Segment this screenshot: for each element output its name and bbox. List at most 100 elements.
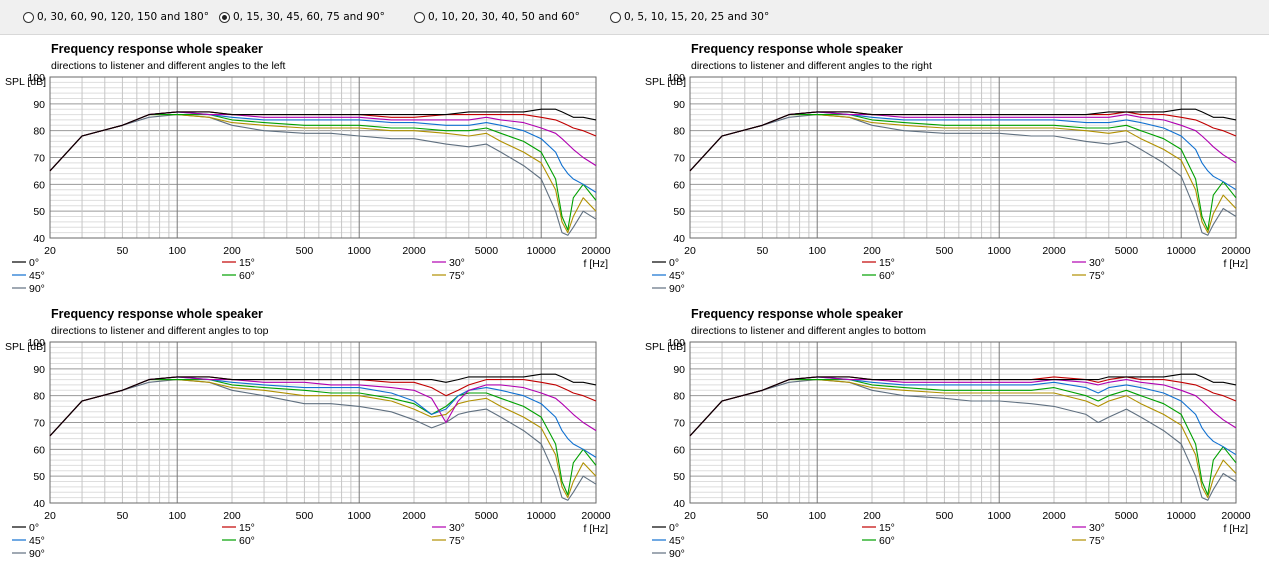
x-tick-label: 50 [757, 510, 769, 522]
legend-label: 45° [29, 270, 45, 282]
series-line-60deg [49, 114, 597, 231]
legend-label: 30° [1089, 522, 1105, 534]
y-tick-label: 90 [673, 99, 685, 111]
series-line-0deg [49, 108, 597, 172]
legend-label: 0° [29, 257, 39, 269]
legend-label: 60° [879, 535, 895, 547]
chart-panel-1: Frequency response whole speaker directio… [645, 42, 1251, 295]
chart-panel-2: Frequency response whole speaker directio… [5, 307, 611, 560]
radio-label: 0, 30, 60, 90, 120, 150 and 180° [37, 11, 209, 23]
legend-label: 90° [29, 283, 45, 295]
x-tick-label: 10000 [1167, 510, 1196, 522]
x-tick-label: 100 [168, 245, 186, 257]
radio-option-0-60[interactable]: 0, 10, 20, 30, 40, 50 and 60° [414, 9, 580, 25]
y-tick-label: 50 [673, 206, 685, 218]
x-tick-label: 500 [936, 245, 954, 257]
x-tick-label: 2000 [402, 245, 426, 257]
legend-label: 75° [449, 270, 465, 282]
plot-frame [689, 341, 1237, 504]
radio-option-0-30[interactable]: 0, 5, 10, 15, 20, 25 and 30° [610, 9, 769, 25]
chart-title: Frequency response whole speaker [691, 42, 903, 56]
series-line-0deg [49, 373, 597, 437]
legend-label: 45° [29, 535, 45, 547]
y-axis-label: SPL [dB] [5, 341, 46, 353]
series-line-30deg [49, 376, 597, 437]
y-tick-label: 80 [33, 391, 45, 403]
y-tick-label: 40 [673, 498, 685, 510]
x-tick-label: 50 [757, 245, 769, 257]
legend-label: 45° [669, 535, 685, 547]
legend-label: 75° [1089, 535, 1105, 547]
series-line-0deg [689, 373, 1237, 437]
chart-subtitle: directions to listener and different ang… [691, 60, 932, 72]
x-tick-label: 1000 [988, 510, 1012, 522]
radio-button-icon[interactable] [610, 11, 621, 23]
plot-frame [49, 341, 597, 504]
legend-label: 30° [1089, 257, 1105, 269]
radio-option-0-90[interactable]: 0, 15, 30, 45, 60, 75 and 90° [219, 9, 385, 25]
x-tick-label: 200 [223, 245, 241, 257]
x-tick-label: 1000 [348, 245, 372, 257]
chart-title: Frequency response whole speaker [691, 307, 903, 321]
x-tick-label: 20 [684, 245, 696, 257]
x-tick-label: 20000 [581, 245, 610, 257]
radio-button-selected-icon[interactable] [219, 11, 230, 23]
y-tick-label: 80 [673, 391, 685, 403]
y-tick-label: 40 [673, 233, 685, 245]
y-tick-label: 50 [33, 471, 45, 483]
x-tick-label: 100 [808, 510, 826, 522]
x-tick-label: 5000 [1115, 245, 1139, 257]
x-tick-label: 50 [117, 245, 129, 257]
x-tick-label: 10000 [527, 245, 556, 257]
x-tick-label: 100 [168, 510, 186, 522]
y-tick-label: 40 [33, 233, 45, 245]
radio-button-icon[interactable] [23, 11, 34, 23]
plot-frame [49, 76, 597, 239]
y-tick-label: 70 [673, 418, 685, 430]
y-tick-label: 80 [673, 126, 685, 138]
x-axis-label: f [Hz] [583, 258, 608, 270]
y-tick-label: 60 [33, 179, 45, 191]
legend-label: 45° [669, 270, 685, 282]
x-tick-label: 10000 [527, 510, 556, 522]
x-tick-label: 50 [117, 510, 129, 522]
x-tick-label: 20 [684, 510, 696, 522]
x-tick-label: 1000 [348, 510, 372, 522]
x-tick-label: 5000 [475, 245, 499, 257]
chart-title: Frequency response whole speaker [51, 42, 263, 56]
y-tick-label: 80 [33, 126, 45, 138]
x-axis-label: f [Hz] [1223, 258, 1248, 270]
legend-label: 30° [449, 257, 465, 269]
y-axis-label: SPL [dB] [645, 76, 686, 88]
series-line-60deg [689, 114, 1237, 231]
angle-selector-toolbar: 0, 30, 60, 90, 120, 150 and 180° 0, 15, … [0, 0, 1269, 35]
x-tick-label: 20 [44, 510, 56, 522]
series-line-0deg [689, 108, 1237, 172]
x-tick-label: 2000 [1042, 510, 1066, 522]
legend-label: 75° [449, 535, 465, 547]
plot-frame [689, 76, 1237, 239]
radio-button-icon[interactable] [414, 11, 425, 23]
chart-panel-3: Frequency response whole speaker directio… [645, 307, 1251, 560]
radio-label: 0, 5, 10, 15, 20, 25 and 30° [624, 11, 770, 23]
x-tick-label: 200 [223, 510, 241, 522]
x-axis-label: f [Hz] [583, 523, 608, 535]
x-tick-label: 5000 [1115, 510, 1139, 522]
chart-subtitle: directions to listener and different ang… [691, 325, 926, 337]
x-tick-label: 20000 [1221, 245, 1250, 257]
legend-label: 90° [29, 548, 45, 560]
legend-label: 0° [29, 522, 39, 534]
y-tick-label: 60 [673, 444, 685, 456]
x-tick-label: 20000 [1221, 510, 1250, 522]
x-tick-label: 100 [808, 245, 826, 257]
y-tick-label: 40 [33, 498, 45, 510]
y-tick-label: 70 [33, 153, 45, 165]
legend-label: 15° [239, 257, 255, 269]
y-tick-label: 90 [673, 364, 685, 376]
y-tick-label: 100 [27, 337, 45, 349]
radio-option-0-180[interactable]: 0, 30, 60, 90, 120, 150 and 180° [23, 9, 209, 25]
legend-label: 90° [669, 283, 685, 295]
legend-label: 60° [879, 270, 895, 282]
x-tick-label: 200 [863, 245, 881, 257]
